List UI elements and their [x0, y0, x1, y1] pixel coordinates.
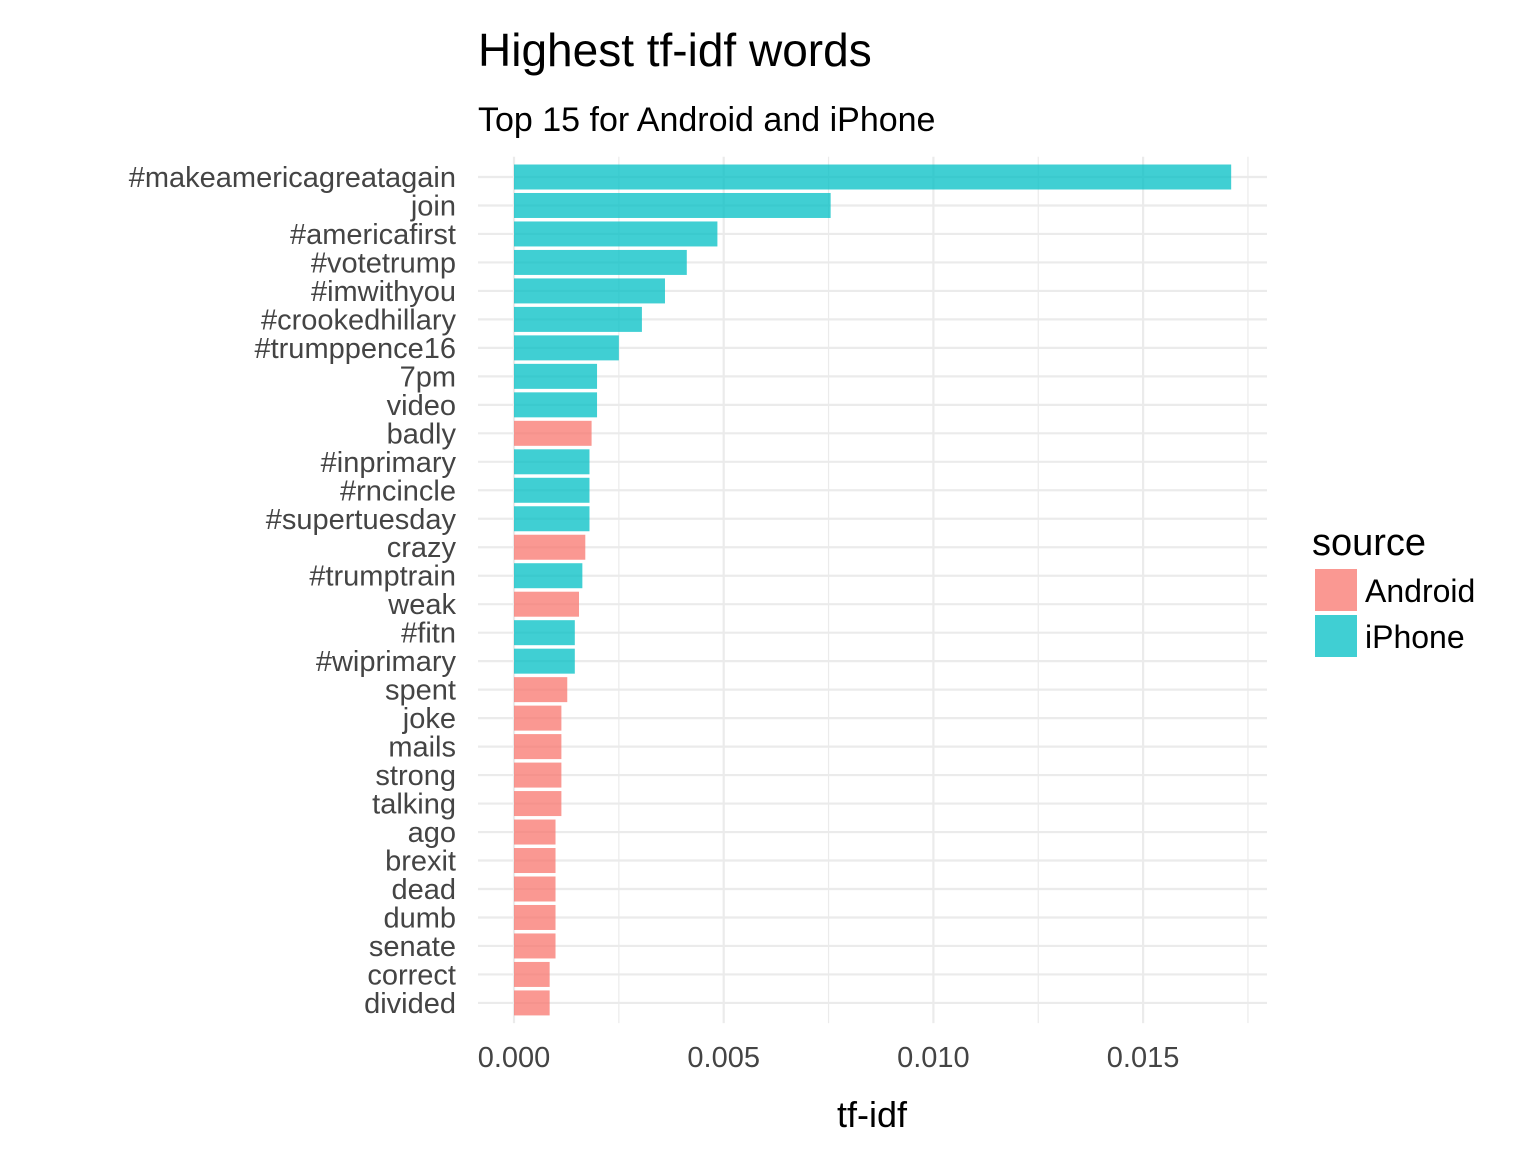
bar-trumppence16 [514, 335, 619, 361]
x-tick-labels: 0.000 0.005 0.010 0.015 [478, 1042, 1180, 1074]
bar-supertuesday [514, 506, 590, 532]
bar-brexit [514, 848, 556, 874]
y-tick-label: video [387, 390, 456, 422]
chart-title: Highest tf-idf words [478, 24, 872, 76]
bar-divided [514, 990, 550, 1016]
y-tick-label: #inprimary [321, 447, 457, 479]
bar-votetrump [514, 249, 687, 275]
bar-ago [514, 819, 556, 845]
y-tick-label: weak [387, 589, 456, 621]
y-tick-label: talking [372, 789, 456, 821]
chart-subtitle: Top 15 for Android and iPhone [478, 101, 935, 139]
y-tick-labels: #makeamericagreatagainjoin#americafirst#… [129, 162, 457, 1020]
bar-trumptrain [514, 563, 583, 589]
bar-dumb [514, 904, 556, 930]
legend-label-android: Android [1365, 573, 1475, 609]
y-tick-label: strong [375, 760, 456, 792]
y-tick-label: joke [402, 703, 456, 735]
bar-joke [514, 705, 562, 731]
bar-rncincle [514, 477, 590, 503]
y-tick-label: #wiprimary [316, 646, 457, 678]
legend-swatch-android [1315, 569, 1357, 611]
y-tick-label: dumb [383, 902, 456, 934]
legend-title: source [1312, 522, 1426, 564]
bar-badly [514, 420, 592, 446]
bar-correct [514, 961, 550, 987]
bar-weak [514, 591, 580, 617]
bar-americafirst [514, 221, 718, 247]
y-tick-label: divided [364, 988, 456, 1020]
y-tick-label: ago [408, 817, 456, 849]
y-tick-label: brexit [385, 846, 456, 878]
bar-video [514, 392, 598, 418]
bar-senate [514, 933, 556, 959]
bar-dead [514, 876, 556, 902]
y-tick-label: #americafirst [290, 219, 456, 251]
legend-swatch-iphone [1315, 615, 1357, 657]
legend-items: Android iPhone [1315, 569, 1475, 657]
y-tick-label: #trumppence16 [254, 333, 456, 365]
bar-imwithyou [514, 278, 665, 304]
y-tick-label: join [410, 190, 456, 222]
x-tick-label: 0.010 [897, 1042, 970, 1074]
y-tick-label: #makeamericagreatagain [129, 162, 456, 194]
y-tick-label: #rncincle [340, 475, 456, 507]
x-tick-label: 0.005 [687, 1042, 760, 1074]
y-tick-label: crazy [387, 532, 457, 564]
x-tick-label: 0.015 [1107, 1042, 1180, 1074]
bar-crazy [514, 534, 586, 560]
bars-group [514, 164, 1232, 1016]
x-axis-label: tf-idf [837, 1094, 908, 1135]
y-tick-label: spent [385, 675, 456, 707]
y-tick-label: mails [388, 732, 456, 764]
x-tick-label: 0.000 [478, 1042, 551, 1074]
y-tick-label: badly [387, 418, 457, 450]
bar-spent [514, 677, 568, 703]
legend-label-iphone: iPhone [1365, 619, 1465, 655]
legend: source Android iPhone [1312, 522, 1475, 657]
bar-strong [514, 762, 562, 788]
bar-crookedhillary [514, 306, 642, 332]
y-tick-label: correct [367, 959, 456, 991]
y-tick-label: #trumptrain [309, 561, 456, 593]
bar-makeamericagreatagain [514, 164, 1232, 190]
y-tick-label: #crookedhillary [261, 304, 457, 336]
y-tick-label: dead [391, 874, 456, 906]
bar-wiprimary [514, 648, 575, 674]
y-tick-label: #supertuesday [266, 504, 457, 536]
y-tick-label: #imwithyou [311, 276, 456, 308]
bar-fitn [514, 620, 575, 646]
bar-inprimary [514, 449, 590, 475]
bar-7pm [514, 363, 598, 389]
y-tick-label: #fitn [401, 618, 456, 650]
bar-mails [514, 734, 562, 760]
y-tick-label: senate [369, 931, 456, 963]
bar-talking [514, 791, 562, 817]
bar-join [514, 192, 831, 218]
y-tick-label: #votetrump [311, 247, 456, 279]
y-tick-label: 7pm [400, 361, 456, 393]
